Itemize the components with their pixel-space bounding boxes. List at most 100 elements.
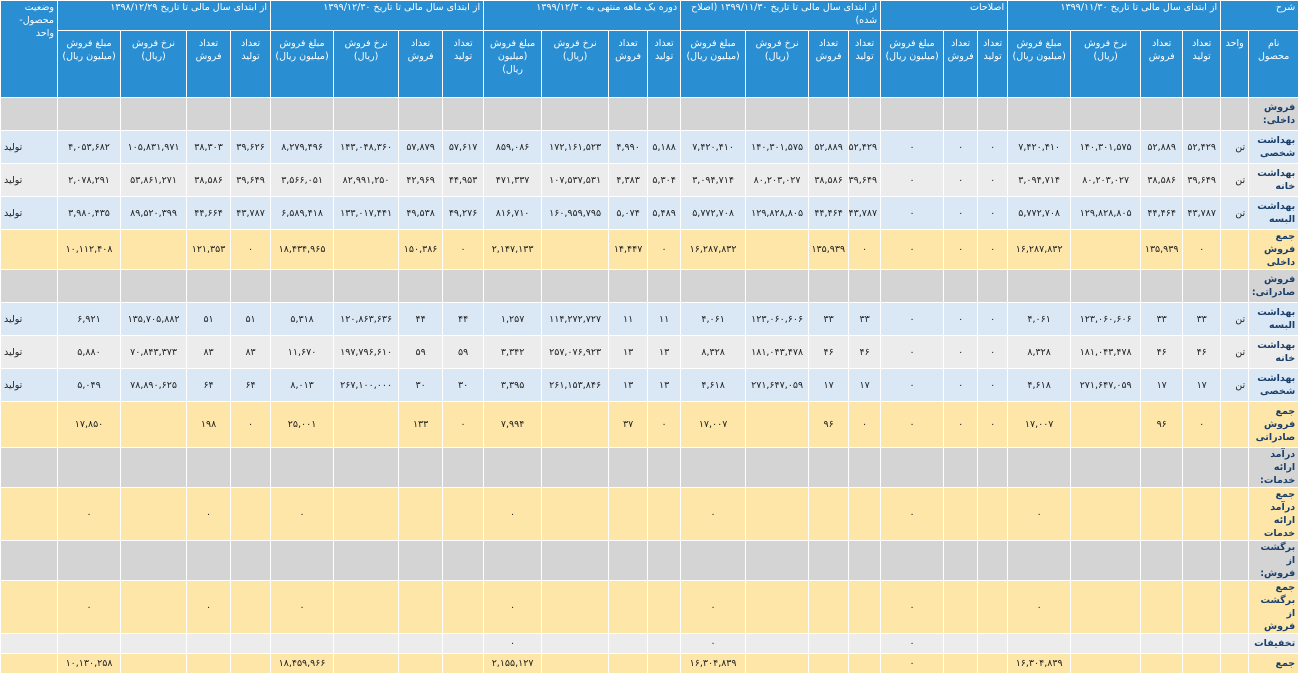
sub-header-cell: تعداد فروش (398, 30, 444, 98)
cell (1220, 487, 1250, 541)
cell (186, 269, 232, 303)
cell (230, 269, 272, 303)
cell (0, 97, 58, 131)
cell (680, 447, 747, 488)
cell (808, 487, 850, 541)
cell: ۰ (880, 335, 945, 369)
cell: ۳۳ (848, 302, 882, 336)
cell (230, 653, 272, 674)
cell (1182, 97, 1222, 131)
table-row: جمع فروش داخلی ۰ ۱۳۵,۹۳۹ ۱۶,۲۸۷,۸۳۲ ۰ ۰ ۰ ۰ ۱۳۵,… (0, 229, 1299, 270)
cell: ۰ (647, 401, 682, 448)
cell (1070, 97, 1142, 131)
cell: ۵,۰۷۴ (608, 196, 649, 230)
cell: ۵,۳۱۸ (270, 302, 335, 336)
cell: ۱۲۹,۸۲۸,۸۰۵ (1070, 196, 1142, 230)
cell (333, 540, 400, 581)
cell: ۰ (880, 580, 945, 634)
cell: ۱۶,۲۸۷,۸۳۲ (680, 229, 747, 270)
cell: ۱۳۳,۰۱۷,۴۴۱ (333, 196, 400, 230)
cell (608, 540, 649, 581)
cell (186, 540, 232, 581)
row-label: بهداشت شخصی (1248, 368, 1299, 402)
cell: تولید (0, 163, 58, 197)
cell: ۶,۹۲۱ (56, 302, 122, 336)
cell (680, 97, 747, 131)
cell: ۲,۰۷۸,۲۹۱ (56, 163, 122, 197)
cell: ۱۸۱,۰۴۳,۴۷۸ (745, 335, 810, 369)
row-label: برگشت از فروش: (1248, 540, 1299, 581)
cell: ۱۰,۱۱۲,۴۰۸ (56, 229, 122, 270)
cell (541, 447, 610, 488)
sub-header-cell: تعداد فروش (1140, 30, 1184, 98)
cell (848, 97, 882, 131)
cell: ۱۲۳,۰۶۰,۶۰۶ (1070, 302, 1142, 336)
cell: ۵۲,۸۸۹ (808, 130, 850, 164)
row-label: بهداشت خانه (1248, 335, 1299, 369)
cell (608, 269, 649, 303)
cell (333, 401, 400, 448)
cell (943, 269, 979, 303)
cell: تولید (0, 368, 58, 402)
cell: ۱۱ (647, 302, 682, 336)
cell (0, 447, 58, 488)
cell (848, 653, 882, 674)
cell: ۷,۴۲۰,۴۱۰ (1007, 130, 1072, 164)
cell (977, 447, 1009, 488)
cell (483, 540, 543, 581)
cell (1140, 447, 1184, 488)
cell: ۳۹,۶۴۹ (1182, 163, 1222, 197)
cell: ۲,۱۴۷,۱۳۳ (483, 229, 543, 270)
cell (1182, 487, 1222, 541)
cell (1182, 540, 1222, 581)
cell: ۱۲۱,۳۵۳ (186, 229, 232, 270)
row-label: جمع درآمد ارائه خدمات (1248, 487, 1299, 541)
cell: ۲۷۱,۶۴۷,۰۵۹ (1070, 368, 1142, 402)
cell (745, 487, 810, 541)
cell (977, 97, 1009, 131)
cell (977, 540, 1009, 581)
sub-header-row: نام محصول واحد تعداد تولید تعداد فروش نرخ فر… (1, 30, 1299, 98)
cell (1070, 633, 1142, 654)
cell: ۴,۰۶۱ (680, 302, 747, 336)
cell: ۵۲,۴۲۹ (848, 130, 882, 164)
cell (56, 447, 122, 488)
cell: ۵,۷۷۲,۷۰۸ (1007, 196, 1072, 230)
table-row: بهداشت خانه تن ۴۶ ۴۶ ۱۸۱,۰۴۳,۴۷۸ ۸,۳۲۸ ۰ ۰ ۰ ۴۶ ۴۶… (0, 335, 1299, 369)
cell (56, 269, 122, 303)
cell: ۰ (442, 401, 485, 448)
cell: ۱۲۳,۰۶۰,۶۰۶ (745, 302, 810, 336)
cell: ۰ (977, 130, 1009, 164)
cell (442, 97, 485, 131)
cell: ۴,۳۸۳ (608, 163, 649, 197)
cell (1070, 229, 1142, 270)
cell (1140, 97, 1184, 131)
cell (120, 580, 188, 634)
cell (880, 540, 945, 581)
cell: ۱۷ (848, 368, 882, 402)
cell (0, 229, 58, 270)
cell: ۰ (943, 401, 979, 448)
row-label: فروش داخلی: (1248, 97, 1299, 131)
cell: ۳۸,۵۸۶ (1140, 163, 1184, 197)
cell (1070, 269, 1142, 303)
cell: ۵۹ (398, 335, 444, 369)
cell (1140, 540, 1184, 581)
cell (333, 580, 400, 634)
cell (943, 653, 979, 674)
cell (120, 269, 188, 303)
cell (0, 401, 58, 448)
cell: ۱۴۰,۳۰۱,۵۷۵ (1070, 130, 1142, 164)
cell (808, 633, 850, 654)
cell: ۴,۶۱۸ (680, 368, 747, 402)
cell: ۳,۹۸۰,۴۳۵ (56, 196, 122, 230)
row-label: جمع فروش داخلی (1248, 229, 1299, 270)
cell: ۰ (943, 229, 979, 270)
cell: ۱۵۰,۳۸۶ (398, 229, 444, 270)
cell: ۵۷,۸۷۹ (398, 130, 444, 164)
cell: ۸۰,۲۰۳,۰۲۷ (1070, 163, 1142, 197)
cell: ۰ (977, 335, 1009, 369)
cell (943, 97, 979, 131)
cell: ۵,۳۰۴ (647, 163, 682, 197)
cell: ۲۷۱,۶۴۷,۰۵۹ (745, 368, 810, 402)
